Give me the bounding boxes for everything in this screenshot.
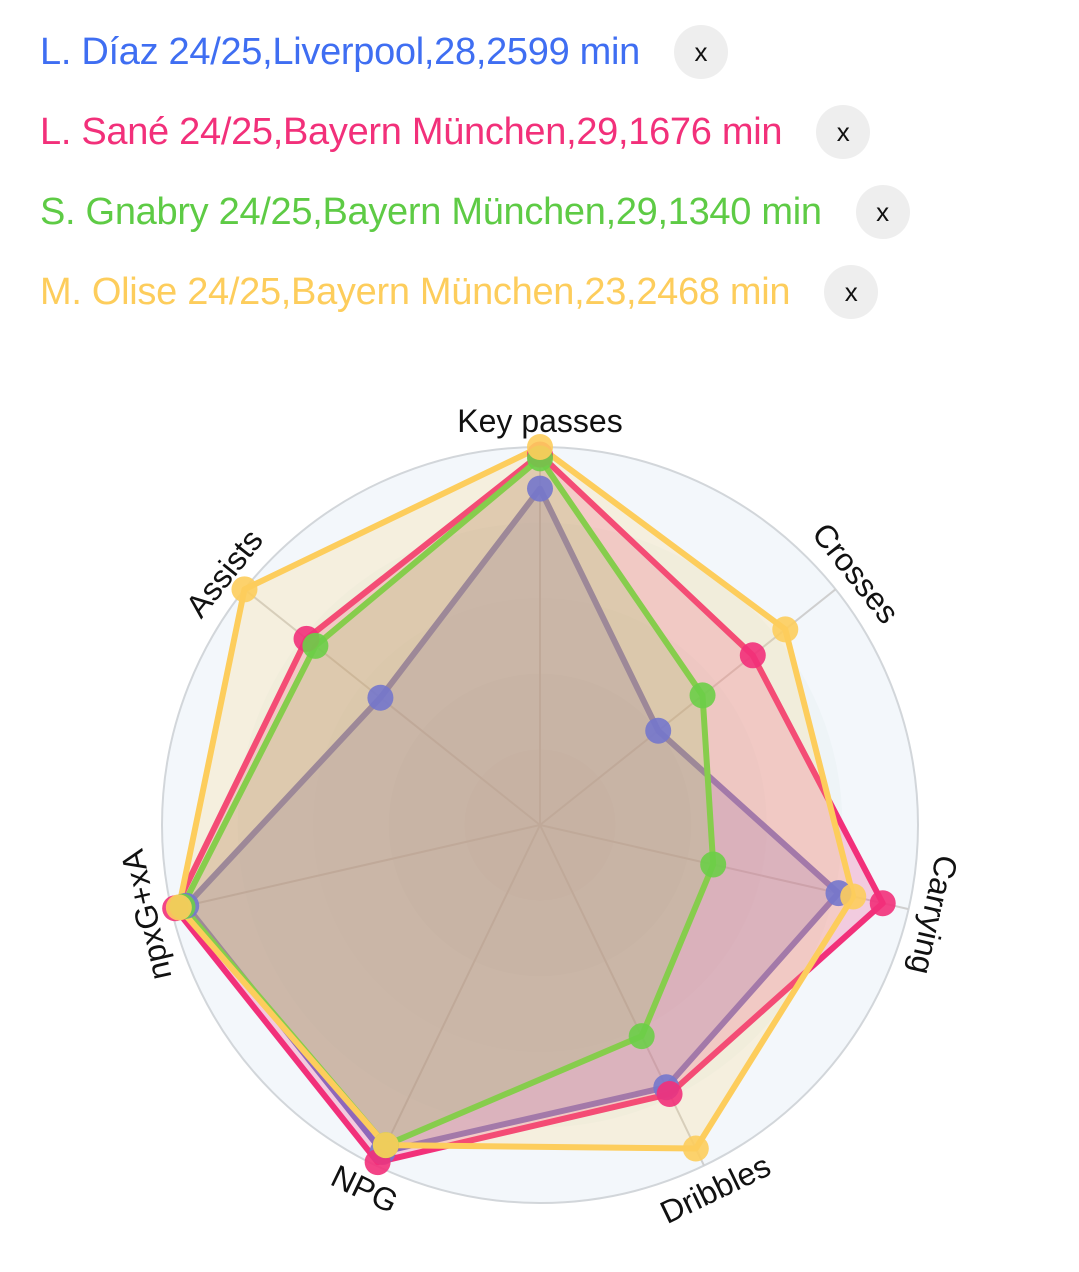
remove-player-button[interactable]: x xyxy=(855,185,910,239)
series-area-1 xyxy=(172,451,886,1166)
data-point xyxy=(367,684,394,711)
legend-label[interactable]: L. Díaz 24/25,Liverpool,28,2599 min xyxy=(40,31,641,73)
series-area-3 xyxy=(175,444,857,1152)
remove-player-button[interactable]: x xyxy=(674,25,729,79)
axis-label: Key passes xyxy=(457,403,622,439)
remove-player-button[interactable]: x xyxy=(824,265,879,319)
axis-spoke xyxy=(539,824,705,1167)
data-point xyxy=(527,434,553,460)
data-point xyxy=(682,1135,709,1162)
legend-item-olise: M. Olise 24/25,Bayern München,23,2468 mi… xyxy=(40,262,910,342)
axis-spoke xyxy=(375,824,541,1167)
data-point xyxy=(869,890,896,917)
axis-spoke xyxy=(171,824,541,911)
legend-label[interactable]: L. Sané 24/25,Bayern München,29,1676 min xyxy=(40,111,783,153)
legend-label[interactable]: M. Olise 24/25,Bayern München,23,2468 mi… xyxy=(40,271,791,313)
remove-player-button[interactable]: x xyxy=(816,105,871,159)
series-area-0 xyxy=(183,485,842,1155)
legend-item-diaz: L. Díaz 24/25,Liverpool,28,2599 min x xyxy=(40,22,910,102)
legend-label[interactable]: S. Gnabry 24/25,Bayern München,29,1340 m… xyxy=(40,191,822,233)
series-area-2 xyxy=(179,455,717,1149)
data-point xyxy=(840,883,867,910)
data-point xyxy=(231,576,258,603)
legend-item-gnabry: S. Gnabry 24/25,Bayern München,29,1340 m… xyxy=(40,182,910,262)
legend: L. Díaz 24/25,Liverpool,28,2599 min x L.… xyxy=(40,22,910,342)
axis-spoke xyxy=(243,588,541,826)
data-point xyxy=(645,717,672,744)
data-point xyxy=(165,894,192,921)
data-point xyxy=(689,682,716,709)
data-point xyxy=(302,632,329,659)
data-point xyxy=(656,1081,683,1108)
data-point xyxy=(739,642,766,669)
data-point xyxy=(700,851,727,878)
legend-item-sane: L. Sané 24/25,Bayern München,29,1676 min… xyxy=(40,102,910,182)
data-point xyxy=(372,1132,399,1159)
data-point xyxy=(628,1023,655,1050)
data-point xyxy=(527,475,553,502)
data-point xyxy=(772,616,799,643)
